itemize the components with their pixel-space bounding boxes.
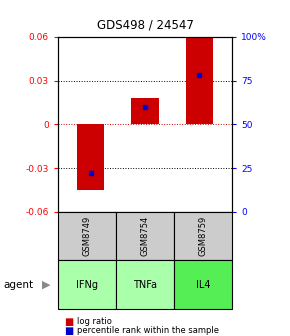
Bar (77, 124, 104, 190)
FancyBboxPatch shape (58, 260, 116, 309)
Text: log ratio: log ratio (77, 318, 112, 326)
Text: ■: ■ (64, 326, 73, 336)
Text: GSM8754: GSM8754 (140, 216, 150, 256)
FancyBboxPatch shape (116, 212, 174, 260)
FancyBboxPatch shape (116, 260, 174, 309)
FancyBboxPatch shape (174, 212, 232, 260)
FancyBboxPatch shape (174, 260, 232, 309)
Text: IFNg: IFNg (76, 280, 98, 290)
Text: TNFa: TNFa (133, 280, 157, 290)
Text: percentile rank within the sample: percentile rank within the sample (77, 327, 219, 335)
Text: GDS498 / 24547: GDS498 / 24547 (97, 19, 193, 32)
Text: GSM8749: GSM8749 (82, 216, 92, 256)
Text: IL4: IL4 (196, 280, 210, 290)
Bar (186, 37, 213, 124)
Text: agent: agent (3, 280, 33, 290)
Text: GSM8759: GSM8759 (198, 216, 208, 256)
Text: ▶: ▶ (42, 280, 51, 290)
Bar (131, 98, 159, 124)
FancyBboxPatch shape (58, 212, 116, 260)
Text: ■: ■ (64, 317, 73, 327)
